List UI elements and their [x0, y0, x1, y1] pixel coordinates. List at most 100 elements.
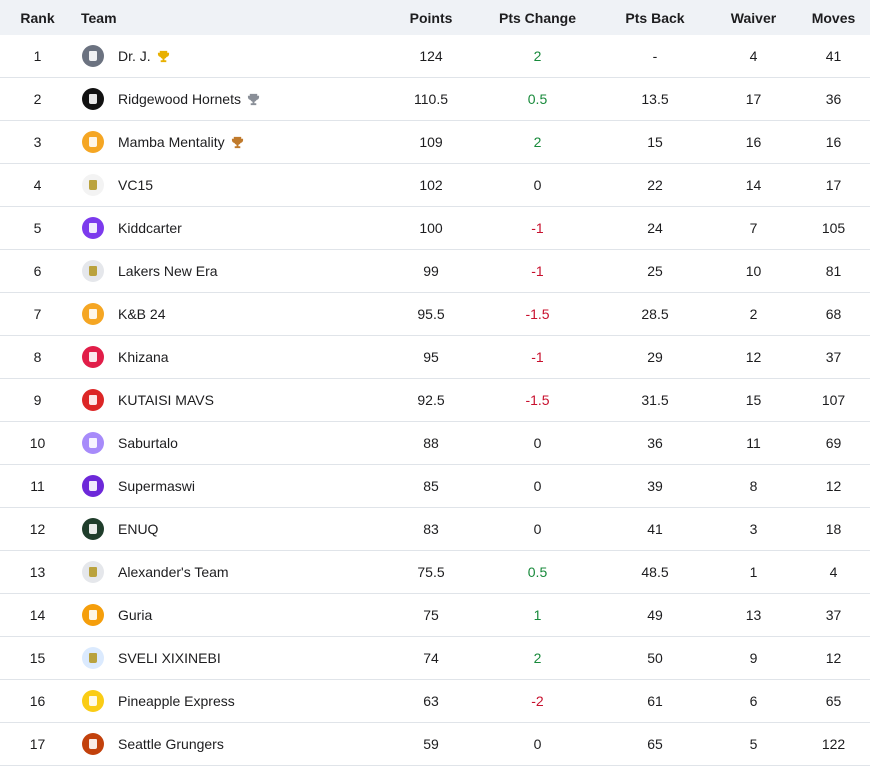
pts-change-column-header[interactable]: Pts Change: [481, 0, 594, 35]
points-cell: 95: [381, 335, 481, 379]
pts-change-cell: -1.5: [481, 292, 594, 336]
waiver-column-header[interactable]: Waiver: [716, 0, 791, 35]
red-jersey-avatar-icon[interactable]: [82, 389, 104, 411]
waiver-cell: 15: [716, 378, 791, 422]
moves-cell: 81: [791, 249, 870, 293]
pts-back-cell: 24: [594, 206, 716, 250]
yellow-jersey-avatar-icon[interactable]: [82, 561, 104, 583]
grey-jersey-avatar-icon[interactable]: [82, 45, 104, 67]
moves-column-header[interactable]: Moves: [791, 0, 870, 35]
team-name-link[interactable]: Kiddcarter: [118, 220, 182, 236]
basketball-avatar-icon[interactable]: [82, 604, 104, 626]
moves-cell: 17: [791, 163, 870, 207]
moves-cell: 65: [791, 679, 870, 723]
green-jersey-avatar-icon[interactable]: [82, 690, 104, 712]
table-row[interactable]: 6 Lakers New Era 99 -1 25 10 81: [0, 249, 870, 293]
pts-back-cell: 41: [594, 507, 716, 551]
table-row[interactable]: 8 Khizana 95 -1 29 12 37: [0, 335, 870, 379]
rank-cell: 12: [0, 507, 75, 551]
lavender-jersey-avatar-icon[interactable]: [82, 432, 104, 454]
team-cell: Alexander's Team: [75, 550, 381, 594]
team-cell: KUTAISI MAVS: [75, 378, 381, 422]
moves-cell: 12: [791, 464, 870, 508]
black-bolt-avatar-icon[interactable]: [82, 88, 104, 110]
team-name-link[interactable]: Khizana: [118, 349, 169, 365]
waiver-cell: 8: [716, 464, 791, 508]
team-cell: Kiddcarter: [75, 206, 381, 250]
moves-cell: 18: [791, 507, 870, 551]
points-column-header[interactable]: Points: [381, 0, 481, 35]
table-row[interactable]: 1 Dr. J. 124 2-4 41: [0, 35, 870, 78]
table-row[interactable]: 7 K&B 24 95.5 -1.5 28.5 2 68: [0, 292, 870, 336]
moves-cell: 4: [791, 550, 870, 594]
team-name-link[interactable]: Seattle Grungers: [118, 736, 224, 752]
table-row[interactable]: 4 VC15 102 0 22 14 17: [0, 163, 870, 207]
team-cell: Mamba Mentality: [75, 120, 381, 164]
team-name-link[interactable]: ENUQ: [118, 521, 159, 537]
table-row[interactable]: 11 Supermaswi 85 0 39 8 12: [0, 464, 870, 508]
pts-back-cell: 31.5: [594, 378, 716, 422]
rank-cell: 7: [0, 292, 75, 336]
pts-change-cell: -1: [481, 335, 594, 379]
trophy-avatar-icon[interactable]: [82, 174, 104, 196]
team-name-link[interactable]: Ridgewood Hornets: [118, 91, 241, 107]
points-cell: 110.5: [381, 77, 481, 121]
rank-cell: 17: [0, 722, 75, 766]
table-row[interactable]: 10 Saburtalo 88 0 36 11 69: [0, 421, 870, 465]
team-name-link[interactable]: Dr. J.: [118, 48, 151, 64]
table-row[interactable]: 17 Seattle Grungers 59 0 65 5 122: [0, 722, 870, 766]
team-name-link[interactable]: KUTAISI MAVS: [118, 392, 214, 408]
pts-back-cell: 15: [594, 120, 716, 164]
points-cell: 95.5: [381, 292, 481, 336]
pts-back-cell: 50: [594, 636, 716, 680]
green-logo-avatar-icon[interactable]: [82, 518, 104, 540]
pts-change-cell: -1: [481, 249, 594, 293]
team-cell: SVELI XIXINEBI: [75, 636, 381, 680]
team-name-link[interactable]: Lakers New Era: [118, 263, 218, 279]
standings-header: Rank Team Points Pts Change Pts Back Wai…: [0, 0, 870, 35]
bubbles-avatar-icon[interactable]: [82, 647, 104, 669]
trophy-gold-icon: [157, 50, 170, 63]
orange-jersey-avatar-icon[interactable]: [82, 303, 104, 325]
purple-jersey-avatar-icon[interactable]: [82, 217, 104, 239]
orange-jersey-avatar-icon[interactable]: [82, 131, 104, 153]
team-name-link[interactable]: Supermaswi: [118, 478, 196, 494]
yellow-jersey-avatar-icon[interactable]: [82, 260, 104, 282]
trophy-silver-icon: [247, 93, 260, 106]
points-cell: 124: [381, 35, 481, 78]
team-name-link[interactable]: Saburtalo: [118, 435, 178, 451]
orange-ball-avatar-icon[interactable]: [82, 733, 104, 755]
pts-back-cell: 13.5: [594, 77, 716, 121]
team-name-link[interactable]: SVELI XIXINEBI: [118, 650, 221, 666]
pts-back-cell: 61: [594, 679, 716, 723]
table-row[interactable]: 5 Kiddcarter 100 -1 24 7 105: [0, 206, 870, 250]
points-cell: 102: [381, 163, 481, 207]
table-row[interactable]: 12 ENUQ 83 0 41 3 18: [0, 507, 870, 551]
team-name-link[interactable]: VC15: [118, 177, 154, 193]
team-name-link[interactable]: Guria: [118, 607, 153, 623]
table-row[interactable]: 2 Ridgewood Hornets 110.5 0.5 13.5 17 36: [0, 77, 870, 121]
points-cell: 74: [381, 636, 481, 680]
table-row[interactable]: 15 SVELI XIXINEBI 74 2 50 9 12: [0, 636, 870, 680]
pts-change-cell: 0: [481, 421, 594, 465]
pts-back-cell: 28.5: [594, 292, 716, 336]
team-column-header[interactable]: Team: [75, 0, 381, 35]
team-name-link[interactable]: Mamba Mentality: [118, 134, 225, 150]
pts-back-cell: -: [594, 35, 716, 78]
table-row[interactable]: 13 Alexander's Team 75.5 0.5 48.5 1 4: [0, 550, 870, 594]
rank-cell: 14: [0, 593, 75, 637]
purple-jersey-avatar-icon[interactable]: [82, 475, 104, 497]
pts-back-column-header[interactable]: Pts Back: [594, 0, 716, 35]
team-name-link[interactable]: Alexander's Team: [118, 564, 229, 580]
table-row[interactable]: 9 KUTAISI MAVS 92.5 -1.5 31.5 15 107: [0, 378, 870, 422]
team-name-link[interactable]: K&B 24: [118, 306, 166, 322]
pts-back-cell: 25: [594, 249, 716, 293]
table-row[interactable]: 14 Guria 75 1 49 13 37: [0, 593, 870, 637]
team-name-link[interactable]: Pineapple Express: [118, 693, 235, 709]
pts-change-cell: 1: [481, 593, 594, 637]
table-row[interactable]: 3 Mamba Mentality 109 2 15 16 16: [0, 120, 870, 164]
table-row[interactable]: 16 Pineapple Express 63 -2 61 6 65: [0, 679, 870, 723]
rank-column-header[interactable]: Rank: [0, 0, 75, 35]
red-jersey-avatar-icon[interactable]: [82, 346, 104, 368]
